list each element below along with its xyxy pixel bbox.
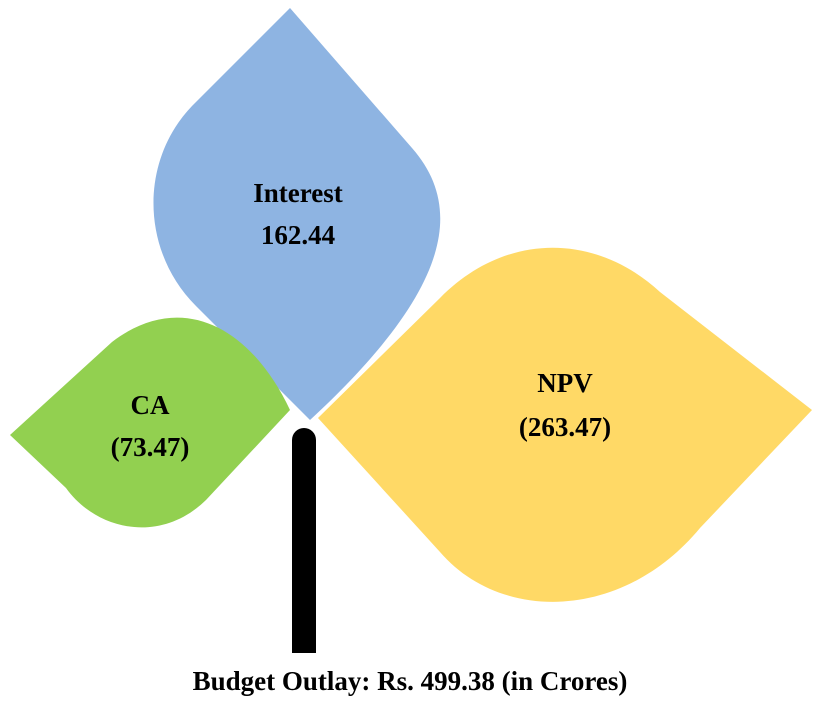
stem bbox=[292, 428, 316, 653]
leaf-label: CA bbox=[131, 390, 170, 420]
leaf-value: (263.47) bbox=[519, 412, 611, 442]
leaf-label: NPV bbox=[537, 368, 593, 398]
leaf-label: Interest bbox=[253, 178, 342, 208]
leaf-value: 162.44 bbox=[261, 220, 335, 250]
page: {"leaves": [ {"label": "Interest", "valu… bbox=[0, 0, 821, 706]
caption: Budget Outlay: Rs. 499.38 (in Crores) bbox=[193, 666, 628, 696]
leaf-value: (73.47) bbox=[111, 432, 190, 462]
diagram: Interest 162.44 CA (73.47) NPV (263.47) … bbox=[0, 0, 821, 706]
